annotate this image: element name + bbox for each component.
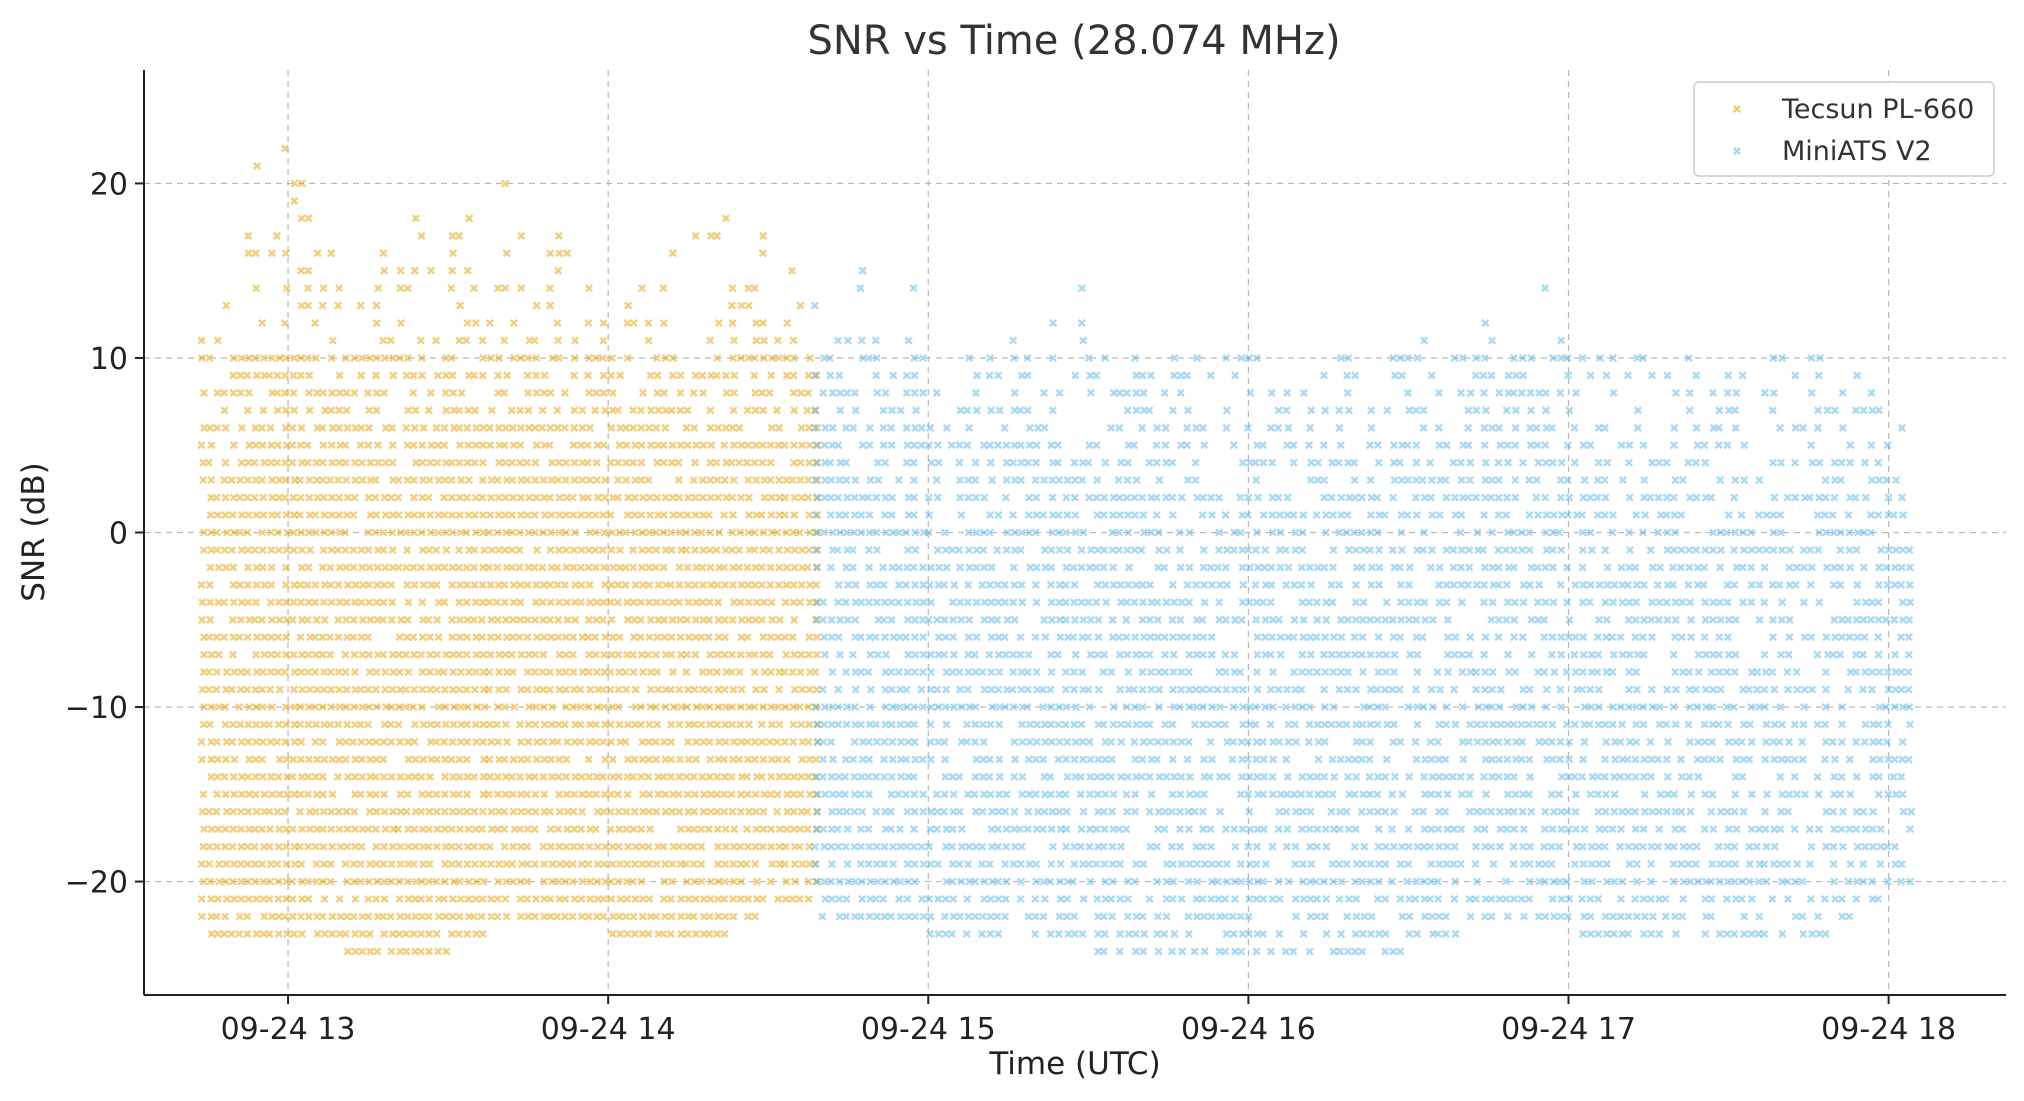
x-tick-label: 09-24 17 [1501,1012,1636,1047]
y-tick-label: −20 [65,866,128,901]
y-tick-label: 20 [90,167,128,202]
data-point-group [1466,284,1612,938]
x-tick-label: 09-24 16 [1181,1012,1316,1047]
x-tick-label: 09-24 14 [541,1012,676,1047]
legend-frame [1693,81,1995,177]
data-point-group [1327,336,1475,956]
data-point-group [924,319,1065,938]
x-tick-label: 09-24 15 [861,1012,996,1047]
ticks: 09-24 13 09-24 14 09-24 15 09-24 16 09-24 17… [65,167,1956,1047]
series-miniats-v2-points [810,266,1916,956]
data-point-group [386,214,489,956]
y-tick-label: 0 [109,517,128,552]
legend-marker-tecsun [1732,104,1742,114]
data-point-group [576,249,686,938]
y-tick-label: 10 [90,342,128,377]
data-point-group [478,179,587,921]
x-axis-label: Time (UTC) [988,1046,1160,1082]
data-point-group [810,266,936,938]
data-point-group [1600,353,1764,938]
legend-label-tecsun: Tecsun PL-660 [1781,94,1974,125]
data-point-group [197,144,300,938]
data-point-group [1053,284,1194,956]
y-axis-label: SNR (dB) [16,462,52,601]
legend-marker-miniats [1732,146,1742,156]
data-point-group [1183,353,1339,956]
legend: Tecsun PL-660 MiniATS V2 [1693,81,1995,177]
data-point-group [289,179,398,956]
x-tick-label: 09-24 13 [221,1012,356,1047]
y-tick-label: −10 [65,691,128,726]
series-tecsun-pl660-points [197,144,822,956]
x-tick-label: 09-24 18 [1821,1012,1956,1047]
data-point-group [1752,353,1916,938]
chart-title: SNR vs Time (28.074 MHz) [807,18,1340,64]
legend-marker-glyph [1732,104,1742,114]
data-point-group [773,266,822,904]
data-point-group [674,214,784,938]
data-points [197,144,1916,956]
legend-marker-glyph [1732,146,1742,156]
legend-label-miniats: MiniATS V2 [1782,136,1932,167]
